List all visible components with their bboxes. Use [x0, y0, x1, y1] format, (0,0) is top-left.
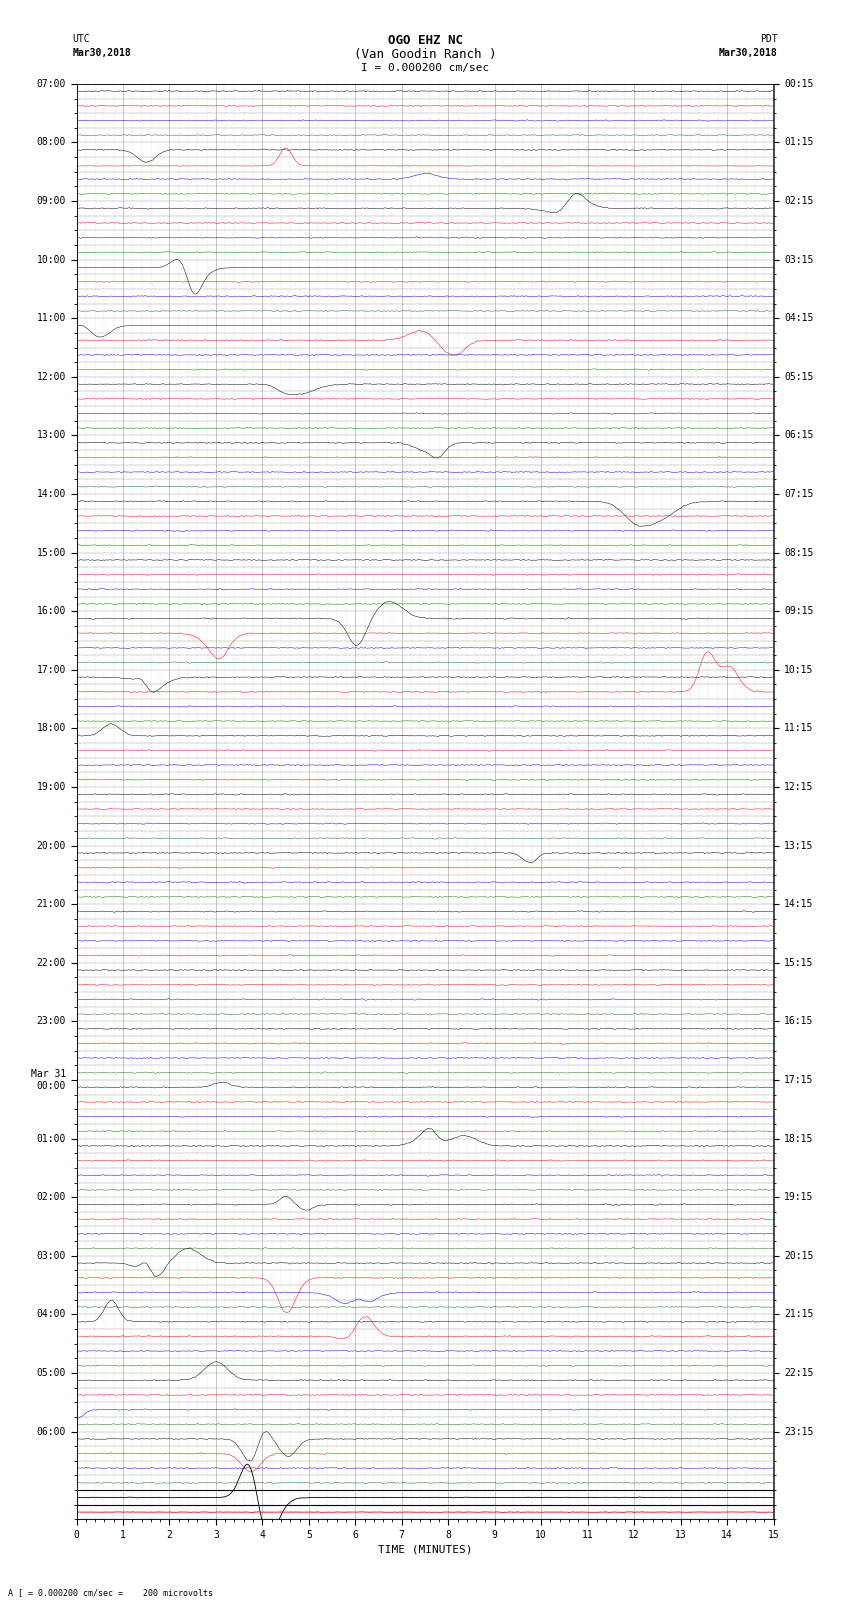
- Text: Mar30,2018: Mar30,2018: [719, 48, 778, 58]
- Text: (Van Goodin Ranch ): (Van Goodin Ranch ): [354, 48, 496, 61]
- Text: OGO EHZ NC: OGO EHZ NC: [388, 34, 462, 47]
- Text: A [ = 0.000200 cm/sec =    200 microvolts: A [ = 0.000200 cm/sec = 200 microvolts: [8, 1587, 213, 1597]
- Text: Mar30,2018: Mar30,2018: [72, 48, 131, 58]
- Text: UTC: UTC: [72, 34, 90, 44]
- X-axis label: TIME (MINUTES): TIME (MINUTES): [377, 1544, 473, 1553]
- Text: PDT: PDT: [760, 34, 778, 44]
- Text: I = 0.000200 cm/sec: I = 0.000200 cm/sec: [361, 63, 489, 73]
